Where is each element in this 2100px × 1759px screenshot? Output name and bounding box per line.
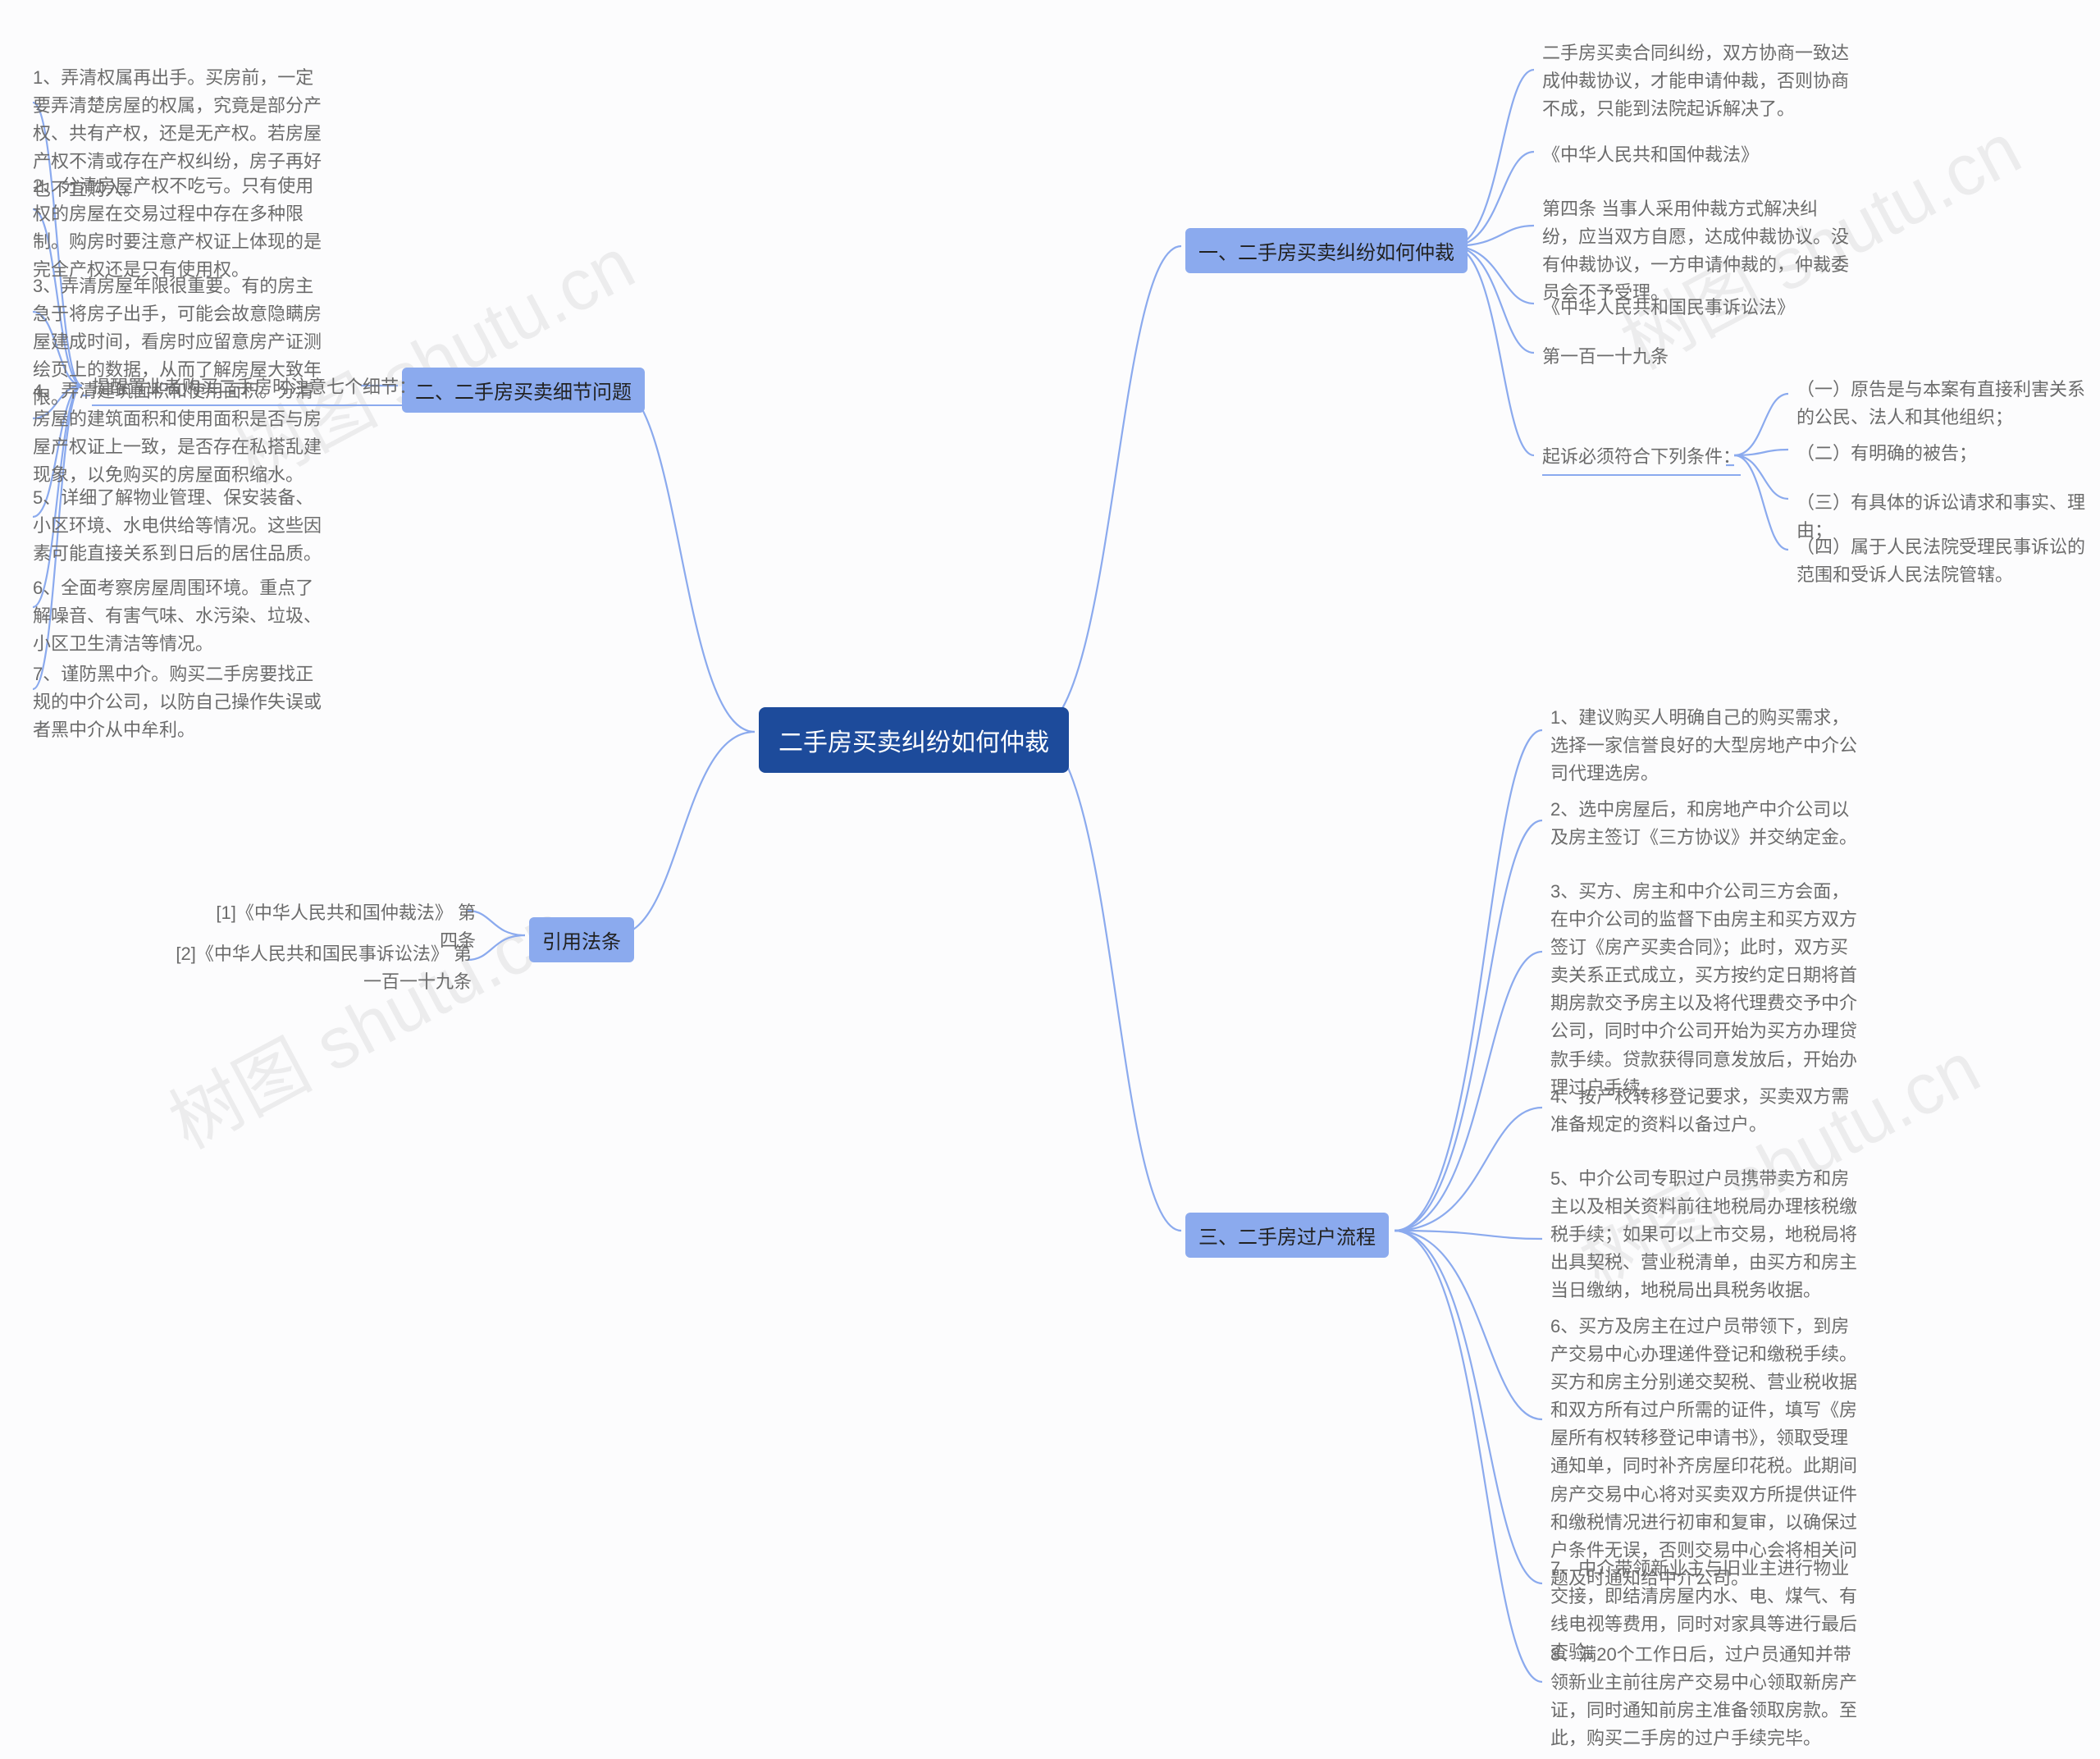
mindmap-canvas: 树图 shutu.cn 树图 shutu.cn 树图 shutu.cn 树图 s… <box>0 0 2100 1759</box>
leaf-r3-3: 4、按产权转移登记要求，买卖双方需准备规定的资料以备过户。 <box>1550 1083 1862 1139</box>
leaf-r3-4: 5、中介公司专职过户员携带卖方和房主以及相关资料前往地税局办理核税缴税手续；如果… <box>1550 1165 1862 1304</box>
leaf-r1-1: 《中华人民共和国仲裁法》 <box>1542 141 1759 169</box>
subgroup-r1[interactable]: 起诉必须符合下列条件： <box>1542 443 1741 476</box>
leaf-l2-1: 2、分清房屋产权不吃亏。只有使用权的房屋在交易过程中存在多种限制。购房时要注意产… <box>33 172 328 284</box>
leaf-l2-4: 5、详细了解物业管理、保安装备、小区环境、水电供给等情况。这些因素可能直接关系到… <box>33 484 328 568</box>
leaf-r3-0: 1、建议购买人明确自己的购买需求，选择一家信誉良好的大型房地产中介公司代理选房。 <box>1550 704 1862 788</box>
leaf-l2-3: 4、弄清建筑面积和使用面积。分清房屋的建筑面积和使用面积是否与房屋产权证上一致，… <box>33 377 328 489</box>
branch-l2[interactable]: 二、二手房买卖细节问题 <box>402 368 645 413</box>
leaf-l2-6: 7、谨防黑中介。购买二手房要找正规的中介公司，以防自己操作失误或者黑中介从中牟利… <box>33 660 328 744</box>
leaf-r3-7: 8、满20个工作日后，过户员通知并带领新业主前往房产交易中心领取新房产证，同时通… <box>1550 1641 1862 1752</box>
leaf-r3-2: 3、买方、房主和中介公司三方会面，在中介公司的监督下由房主和买方双方签订《房产买… <box>1550 878 1862 1102</box>
subgroup-r1-item-3: （四）属于人民法院受理民事诉讼的范围和受诉人民法院管辖。 <box>1796 533 2092 589</box>
leaf-r3-5: 6、买方及房主在过户员带领下，到房产交易中心办理递件登记和缴税手续。买方和房主分… <box>1550 1313 1862 1592</box>
branch-r1[interactable]: 一、二手房买卖纠纷如何仲裁 <box>1185 228 1468 273</box>
leaf-ref-1: [2]《中华人民共和国民事诉讼法》 第一百一十九条 <box>168 940 472 996</box>
root-node[interactable]: 二手房买卖纠纷如何仲裁 <box>759 707 1069 773</box>
subgroup-r1-item-0: （一）原告是与本案有直接利害关系的公民、法人和其他组织； <box>1796 376 2092 432</box>
leaf-r1-0: 二手房买卖合同纠纷，双方协商一致达成仲裁协议，才能申请仲裁，否则协商不成，只能到… <box>1542 39 1854 123</box>
leaf-r3-1: 2、选中房屋后，和房地产中介公司以及房主签订《三方协议》并交纳定金。 <box>1550 796 1862 852</box>
subgroup-r1-label: 起诉必须符合下列条件： <box>1542 443 1741 476</box>
subgroup-r1-item-1: （二）有明确的被告； <box>1796 440 1977 468</box>
leaf-r1-4: 第一百一十九条 <box>1542 343 1669 371</box>
leaf-r1-3: 《中华人民共和国民事诉讼法》 <box>1542 294 1795 322</box>
leaf-r1-2: 第四条 当事人采用仲裁方式解决纠纷，应当双方自愿，达成仲裁协议。没有仲裁协议，一… <box>1542 195 1854 307</box>
branch-r3[interactable]: 三、二手房过户流程 <box>1185 1213 1389 1258</box>
leaf-l2-5: 6、全面考察房屋周围环境。重点了解噪音、有害气味、水污染、垃圾、小区卫生清洁等情… <box>33 574 328 658</box>
branch-ref[interactable]: 引用法条 <box>529 917 634 962</box>
